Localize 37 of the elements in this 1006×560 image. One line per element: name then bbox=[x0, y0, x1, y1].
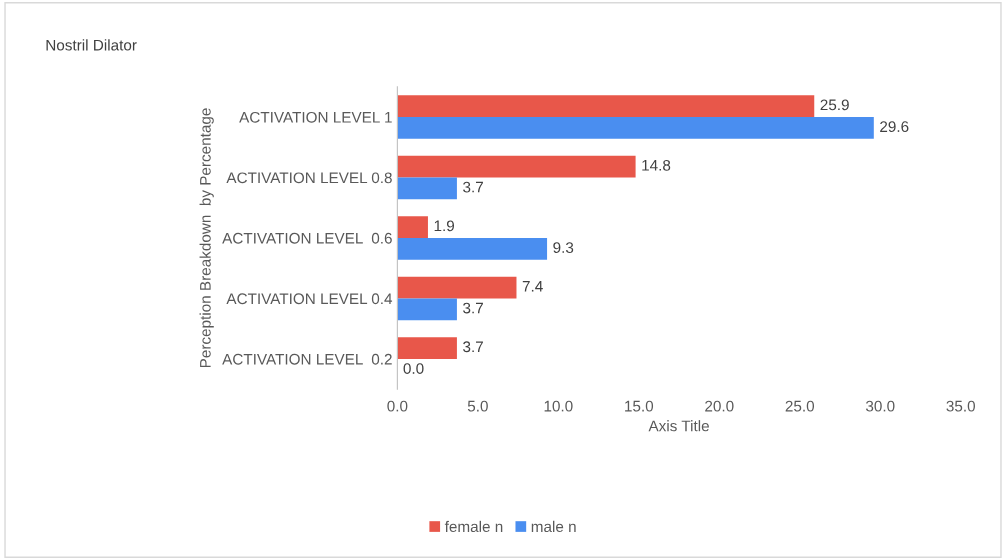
text: Nostril Dilator bbox=[46, 39, 137, 51]
bar bbox=[397, 298, 457, 321]
y-axis-title: Perception Breakdown by Percentage bbox=[199, 108, 214, 368]
data-label: 9.3 bbox=[553, 242, 574, 253]
x-tick-label: 5.0 bbox=[467, 400, 488, 412]
x-tick-label: 25.0 bbox=[785, 400, 815, 412]
data-label: 25.9 bbox=[820, 99, 849, 111]
bar bbox=[397, 276, 517, 299]
x-tick-label: 35.0 bbox=[946, 400, 975, 412]
bar bbox=[397, 155, 636, 178]
data-label: 3.7 bbox=[463, 302, 483, 314]
x-tick-label: 0.0 bbox=[387, 400, 408, 412]
data-label: 7.4 bbox=[522, 281, 543, 292]
data-label: 1.9 bbox=[434, 220, 455, 232]
x-tick-label: 30.0 bbox=[865, 400, 895, 412]
bar bbox=[397, 216, 428, 238]
y-tick-label: ACTIVATION LEVEL 0.4 bbox=[226, 293, 393, 305]
bar bbox=[397, 177, 457, 200]
data-label: 29.6 bbox=[880, 121, 909, 133]
data-label: 3.7 bbox=[463, 341, 483, 353]
legend-label: female n bbox=[444, 520, 503, 533]
y-tick-label: ACTIVATION LEVEL 0.6 bbox=[222, 232, 392, 244]
y-tick-label: ACTIVATION LEVEL 0.2 bbox=[222, 353, 392, 365]
legend-label: male n bbox=[531, 520, 576, 533]
data-label: 14.8 bbox=[642, 159, 671, 171]
bar bbox=[397, 117, 874, 139]
data-label: 3.7 bbox=[463, 181, 483, 193]
x-tick-label: 15.0 bbox=[625, 400, 654, 412]
y-tick-label: ACTIVATION LEVEL 0.8 bbox=[226, 172, 392, 184]
y-tick-label: ACTIVATION LEVEL 1 bbox=[239, 111, 392, 123]
x-tick-label: 20.0 bbox=[705, 400, 734, 412]
bar bbox=[397, 238, 548, 260]
data-label: 0.0 bbox=[403, 363, 424, 374]
bar bbox=[397, 95, 815, 118]
x-axis-title: Axis Title bbox=[648, 420, 709, 432]
bar bbox=[397, 337, 457, 359]
x-tick-label: 10.0 bbox=[544, 400, 573, 412]
